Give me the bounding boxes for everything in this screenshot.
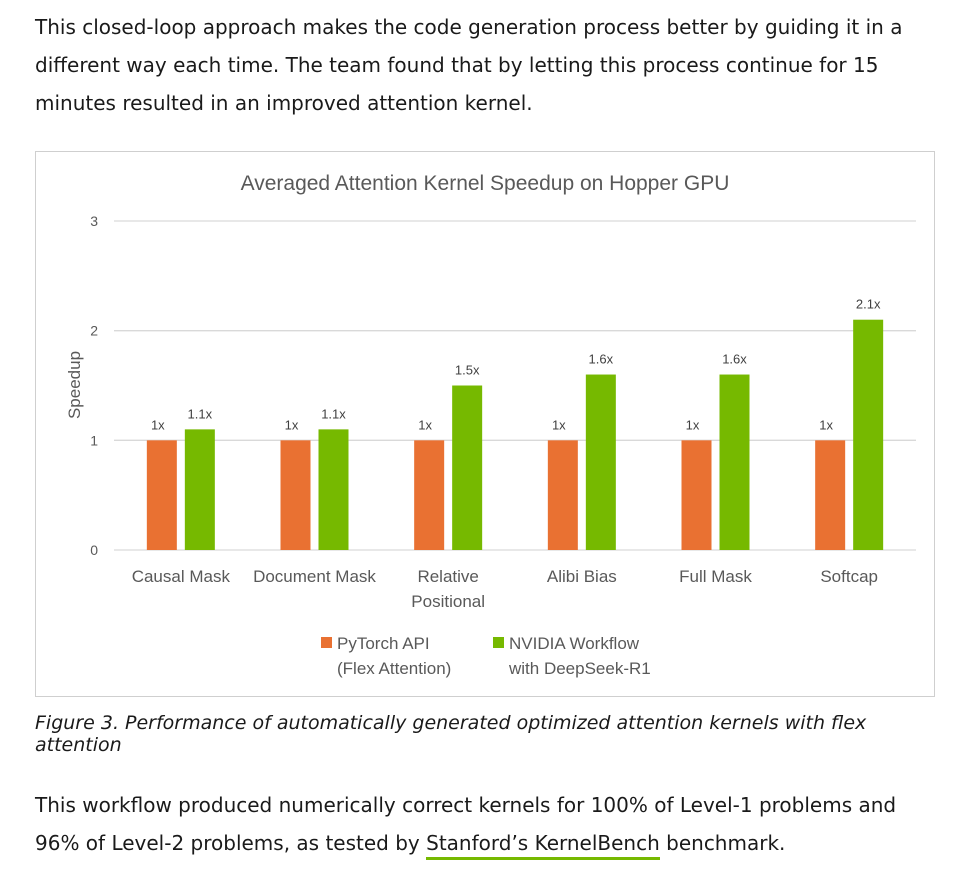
data-label: 2.1x: [856, 297, 881, 312]
intro-line-3: minutes resulted in an improved attentio…: [35, 91, 533, 115]
data-label: 1.6x: [722, 352, 747, 367]
y-tick-label: 0: [90, 542, 98, 558]
legend-label: (Flex Attention): [337, 659, 451, 678]
category-label: Alibi Bias: [547, 567, 617, 586]
legend-swatch: [321, 637, 332, 648]
y-axis-label: Speedup: [65, 351, 84, 419]
data-label: 1x: [151, 417, 165, 432]
bar-pytorch: [547, 440, 578, 550]
chart-container: Averaged Attention Kernel Speedup on Hop…: [35, 151, 935, 697]
intro-line-1: This closed-loop approach makes the code…: [35, 15, 903, 39]
outro-line-1: This workflow produced numerically corre…: [35, 793, 897, 817]
bar-pytorch: [146, 440, 177, 550]
bar-pytorch: [681, 440, 712, 550]
bar-pytorch: [280, 440, 311, 550]
outro-paragraph: This workflow produced numerically corre…: [35, 786, 930, 862]
bar-nvidia: [184, 429, 215, 550]
category-label: Positional: [411, 592, 485, 611]
intro-line-2: different way each time. The team found …: [35, 53, 879, 77]
data-label: 1.1x: [188, 406, 213, 421]
bar-nvidia: [719, 374, 750, 550]
data-label: 1x: [418, 417, 432, 432]
category-label: Causal Mask: [132, 567, 231, 586]
category-label: Softcap: [820, 567, 878, 586]
legend-swatch: [493, 637, 504, 648]
bar-nvidia: [452, 385, 483, 550]
data-label: 1x: [819, 417, 833, 432]
bar-nvidia: [853, 319, 884, 550]
category-label: Relative: [417, 567, 478, 586]
data-label: 1x: [285, 417, 299, 432]
data-label: 1.6x: [589, 352, 614, 367]
category-label: Document Mask: [253, 567, 376, 586]
legend-label: with DeepSeek-R1: [508, 659, 651, 678]
y-tick-label: 1: [90, 432, 98, 448]
legend-label: NVIDIA Workflow: [509, 634, 640, 653]
bar-nvidia: [318, 429, 349, 550]
y-tick-label: 3: [90, 213, 98, 229]
speedup-bar-chart: Averaged Attention Kernel Speedup on Hop…: [65, 172, 916, 678]
data-label: 1.1x: [321, 406, 346, 421]
chart-title: Averaged Attention Kernel Speedup on Hop…: [241, 172, 730, 195]
category-label: Full Mask: [679, 567, 752, 586]
legend-label: PyTorch API: [337, 634, 430, 653]
data-label: 1x: [552, 417, 566, 432]
outro-line-2-prefix: 96% of Level-2 problems, as tested by: [35, 831, 427, 855]
outro-line-2-suffix: benchmark.: [659, 831, 786, 855]
data-label: 1.5x: [455, 363, 480, 378]
data-label: 1x: [686, 417, 700, 432]
kernelbench-link[interactable]: Stanford’s KernelBench: [426, 831, 660, 860]
bar-pytorch: [414, 440, 445, 550]
y-tick-label: 2: [90, 323, 98, 339]
figure-caption: Figure 3. Performance of automatically g…: [35, 712, 867, 756]
intro-paragraph: This closed-loop approach makes the code…: [35, 8, 930, 122]
bar-nvidia: [585, 374, 616, 550]
bar-pytorch: [815, 440, 846, 550]
